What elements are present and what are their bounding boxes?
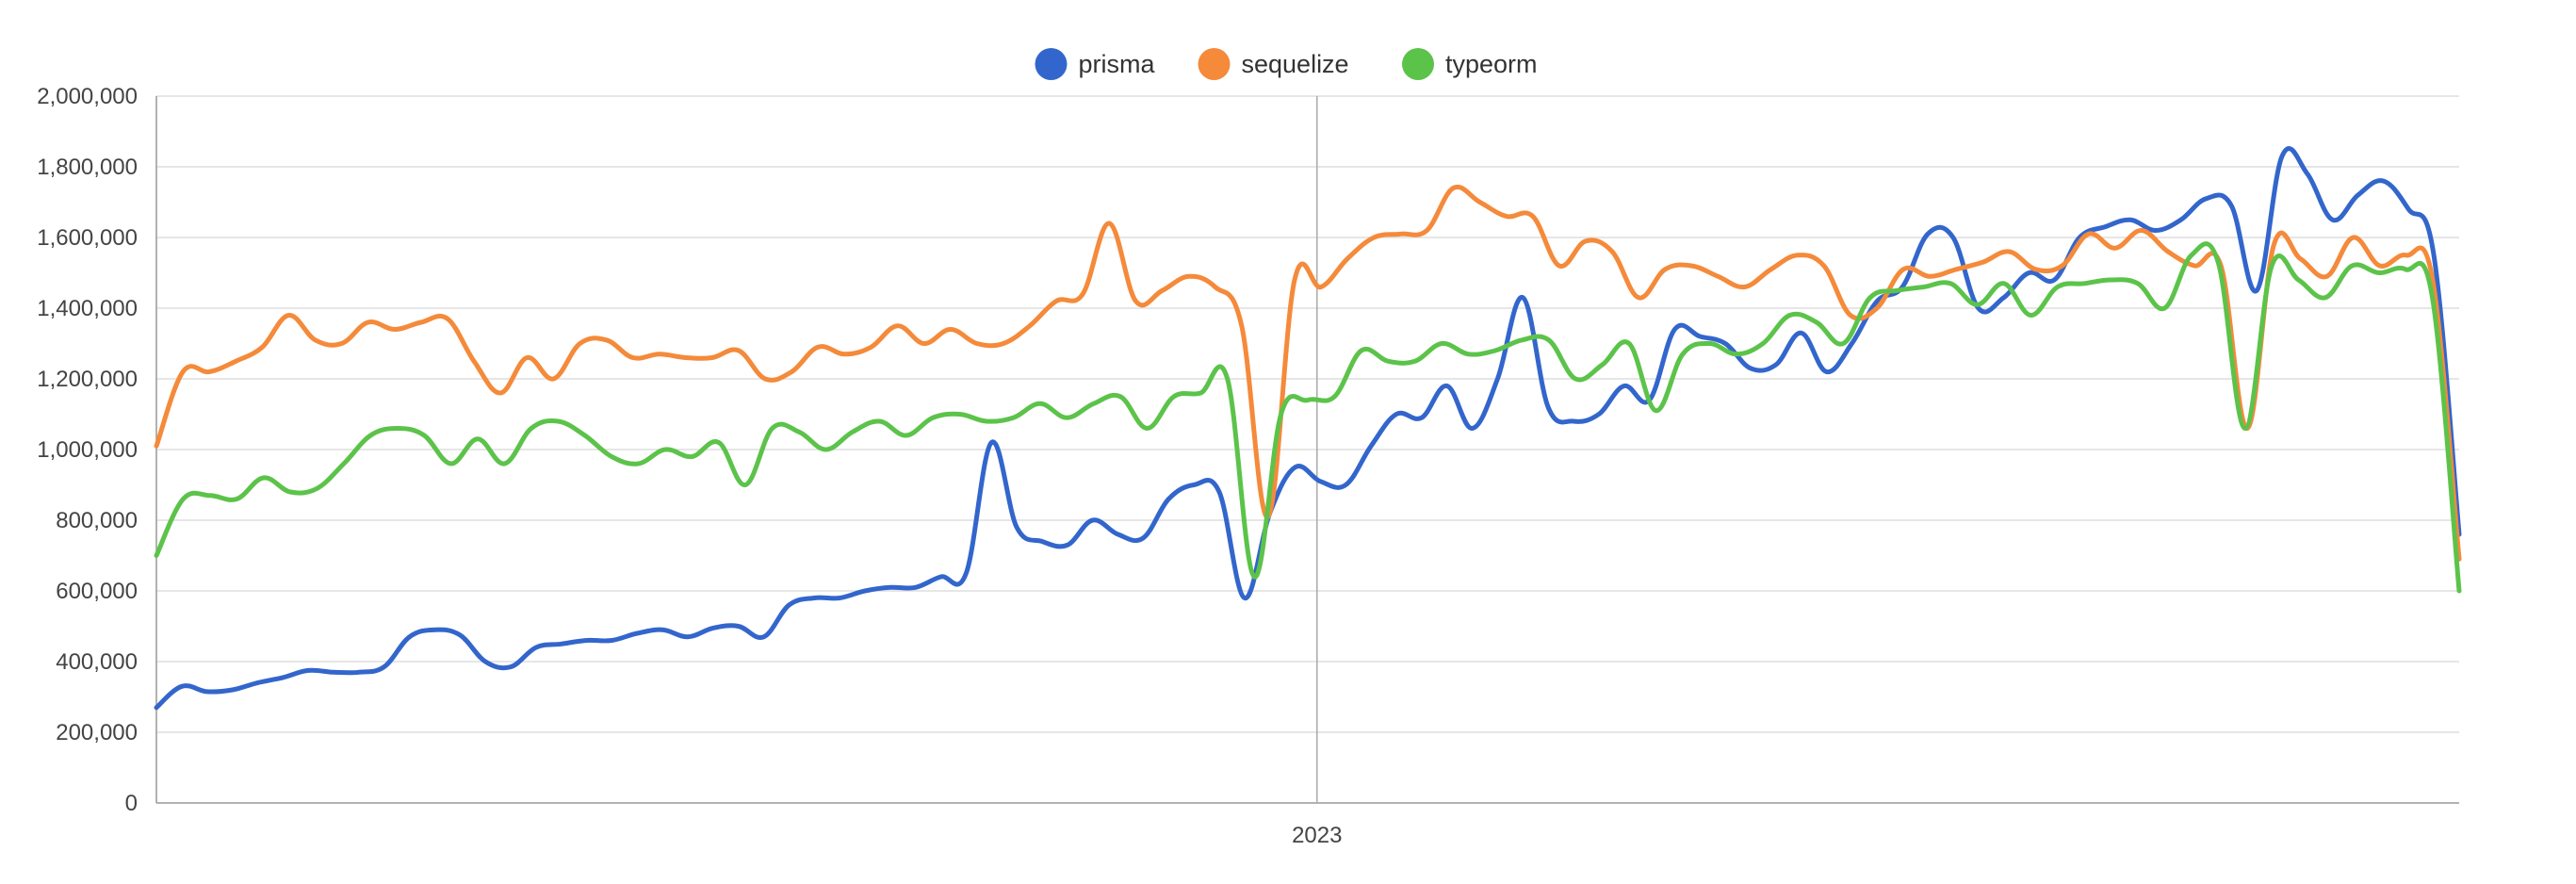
y-tick-label: 1,800,000 [37, 155, 138, 180]
y-tick-label: 200,000 [56, 720, 138, 745]
legend[interactable]: prisma sequelize typeorm [1035, 48, 1538, 80]
grid-lines [156, 95, 2459, 804]
y-tick-label: 800,000 [56, 508, 138, 533]
legend-item-typeorm[interactable]: typeorm [1402, 48, 1538, 80]
x-tick-label: 2023 [1292, 823, 1342, 848]
series-line-typeorm [154, 241, 2462, 594]
y-tick-label: 0 [125, 791, 138, 816]
legend-item-sequelize[interactable]: sequelize [1198, 48, 1349, 80]
legend-label: sequelize [1242, 50, 1349, 78]
series-lines [154, 146, 2462, 711]
y-tick-label: 600,000 [56, 579, 138, 604]
series-line-sequelize [154, 184, 2462, 562]
series-line-prisma [154, 146, 2462, 711]
y-tick-label: 1,000,000 [37, 437, 138, 463]
legend-label: typeorm [1445, 50, 1538, 78]
y-tick-label: 1,200,000 [37, 367, 138, 392]
legend-swatch [1198, 48, 1231, 80]
axes: 0 200,000 400,000 600,000 800,000 1,000,000 1,… [37, 84, 1342, 848]
legend-swatch [1035, 48, 1068, 80]
legend-swatch [1402, 48, 1434, 80]
y-tick-label: 400,000 [56, 649, 138, 675]
legend-item-prisma[interactable]: prisma [1035, 48, 1156, 80]
y-tick-label: 1,400,000 [37, 296, 138, 321]
y-tick-label: 1,600,000 [37, 225, 138, 251]
legend-label: prisma [1079, 50, 1156, 78]
y-tick-label: 2,000,000 [37, 84, 138, 109]
